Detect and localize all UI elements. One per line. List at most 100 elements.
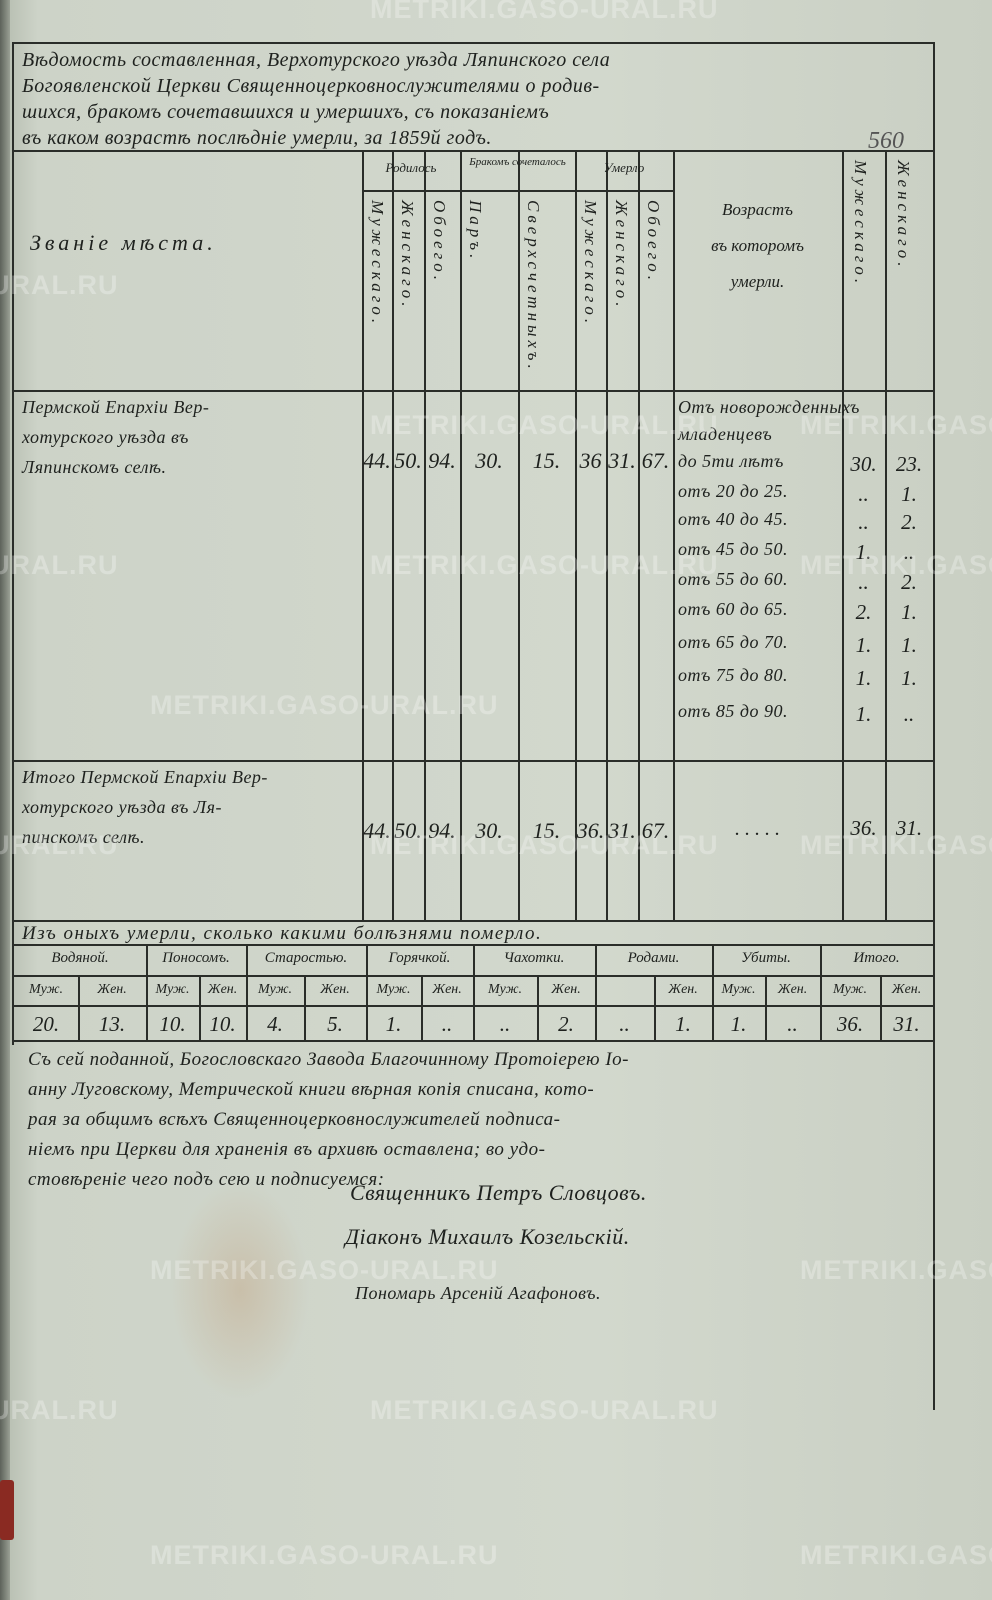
heading-line: въ каком возрастѣ послѣдніе умерли, за 1… bbox=[22, 127, 492, 149]
sub-header: Мужескаго. bbox=[368, 200, 387, 328]
watermark: METRIKI.GASO-URAL.RU bbox=[370, 1395, 719, 1425]
cause-sub-header: Муж. bbox=[376, 982, 411, 997]
cause-value: 31. bbox=[893, 1012, 920, 1036]
watermark: URAL.RU bbox=[0, 270, 119, 300]
rule-line bbox=[654, 975, 656, 1040]
column-header-place: Званіе мѣста. bbox=[30, 230, 217, 255]
age-header: въ которомъ bbox=[711, 236, 804, 255]
watermark: METRIKI.GASO-URAL.RU bbox=[800, 410, 992, 440]
heading-line: Вѣдомость составленная, Верхотурского уѣ… bbox=[22, 49, 611, 71]
rule-line bbox=[12, 760, 935, 762]
watermark: METRIKI.GASO-URAL.RU bbox=[800, 830, 992, 860]
age-male-count: 30. bbox=[850, 452, 877, 476]
rule-line bbox=[12, 42, 935, 44]
group-header-died: Умерло bbox=[603, 160, 645, 175]
cause-value: 10. bbox=[159, 1012, 186, 1036]
age-range-label: отъ 55 до 60. bbox=[678, 569, 788, 589]
closing-text-line: стовѣреніе чего подъ сею и подписуемся: bbox=[28, 1169, 385, 1190]
watermark: METRIKI.GASO-URAL.RU bbox=[150, 1540, 499, 1570]
place-name: Ляпинскомъ селѣ. bbox=[22, 457, 167, 477]
age-range-label: отъ 75 до 80. bbox=[678, 665, 788, 685]
signature: Священникъ Петръ Словцовъ. bbox=[350, 1180, 647, 1205]
group-header-married: Бракомъ сочеталось bbox=[469, 156, 566, 168]
sub-header: Обоего. bbox=[644, 200, 663, 285]
age-range-label: до 5ти лѣтъ bbox=[678, 451, 784, 471]
watermark: METRIKI.GASO-URAL.RU bbox=[150, 690, 499, 720]
cause-sub-header: Жен. bbox=[97, 982, 127, 997]
age-male-count: .. bbox=[858, 482, 869, 506]
sub-header: Мужескаго. bbox=[581, 200, 600, 328]
cause-value: 1. bbox=[385, 1012, 402, 1036]
rule-line bbox=[199, 975, 201, 1040]
total-value: 36. bbox=[576, 818, 605, 843]
cause-value: .. bbox=[619, 1012, 630, 1036]
age-range-label: Отъ новорожденныхъ bbox=[678, 397, 860, 417]
group-header-born: Родилось bbox=[385, 160, 437, 175]
total-female: 31. bbox=[895, 816, 923, 840]
cell-value: 94. bbox=[428, 448, 456, 473]
cell-value: 44. bbox=[363, 448, 391, 473]
cause-value: .. bbox=[499, 1012, 511, 1036]
cause-value: 36. bbox=[836, 1012, 864, 1036]
cause-sub-header: Жен. bbox=[320, 982, 350, 997]
sub-header: Женскаго. bbox=[398, 200, 417, 311]
heading-line: Богоявленской Церкви Священноцерковнослу… bbox=[22, 75, 600, 97]
cause-sub-header: Муж. bbox=[832, 982, 868, 997]
rule-line bbox=[460, 150, 462, 920]
cause-value: 10. bbox=[209, 1012, 236, 1036]
cause-value: 13. bbox=[98, 1012, 126, 1036]
age-female-count: 1. bbox=[901, 633, 917, 657]
cell-value: 30. bbox=[475, 448, 503, 473]
rule-line bbox=[12, 42, 14, 1045]
cause-sub-header: Жен. bbox=[777, 982, 808, 997]
age-female-count: 2. bbox=[901, 570, 917, 594]
watermark: METRIKI.GASO-URAL.RU bbox=[370, 0, 719, 24]
total-place-name: Итого Пермской Епархіи Вер- bbox=[22, 767, 268, 787]
age-female-count: 23. bbox=[895, 452, 923, 476]
total-value: 30. bbox=[475, 818, 503, 843]
cause-group-header: Горячкой. bbox=[388, 950, 451, 966]
total-male: 36. bbox=[850, 816, 877, 840]
age-range-label: отъ 65 до 70. bbox=[678, 632, 788, 652]
watermark: METRIKI.GASO-URAL.RU bbox=[800, 1540, 992, 1570]
age-range-label: отъ 45 до 50. bbox=[678, 539, 788, 559]
rule-line bbox=[12, 150, 935, 152]
cause-sub-header: Муж. bbox=[487, 982, 523, 997]
rule-line bbox=[673, 150, 675, 920]
rule-line bbox=[12, 390, 935, 392]
age-female-count: .. bbox=[903, 702, 915, 726]
age-range-label: младенцевъ bbox=[678, 424, 773, 444]
closing-text-line: рая за общимъ всѣхъ Священноцерковнослуж… bbox=[28, 1109, 561, 1130]
total-value: 67. bbox=[641, 818, 670, 843]
age-male-count: .. bbox=[858, 510, 869, 534]
sub-header: Сверхсчетныхъ. bbox=[524, 200, 543, 373]
cause-group-header: Родами. bbox=[627, 950, 680, 966]
place-name: хотурского уѣзда въ bbox=[22, 427, 189, 447]
cause-value: 1. bbox=[730, 1012, 747, 1036]
cause-group-header: Старостью. bbox=[264, 950, 348, 966]
cause-value: 2. bbox=[558, 1012, 574, 1036]
paper-stain bbox=[170, 1180, 310, 1400]
wax-seal-thread bbox=[0, 1480, 14, 1540]
rule-line bbox=[712, 944, 714, 1040]
cause-group-header: Водяной. bbox=[51, 950, 109, 966]
age-male-count: 2. bbox=[855, 600, 872, 624]
age-male-count: 1. bbox=[855, 633, 872, 657]
rule-line bbox=[595, 944, 597, 1040]
place-name: Пермской Епархіи Вер- bbox=[22, 397, 210, 417]
sub-header: Паръ. bbox=[466, 200, 485, 263]
cause-value: 4. bbox=[267, 1012, 283, 1036]
rule-line bbox=[880, 975, 882, 1040]
age-header: Возрастъ bbox=[722, 200, 793, 219]
rule-line bbox=[366, 944, 368, 1040]
cause-sub-header: Жен. bbox=[891, 982, 922, 997]
age-sex-header: Мужескаго. bbox=[851, 160, 870, 288]
cell-value: 31. bbox=[608, 448, 636, 473]
age-male-count: 1. bbox=[855, 666, 872, 690]
document-page bbox=[8, 0, 992, 1600]
total-value: 44. bbox=[363, 818, 391, 843]
rule-line bbox=[606, 150, 608, 920]
age-male-count: 1. bbox=[855, 540, 872, 564]
rule-line bbox=[304, 975, 306, 1040]
cause-group-header: Итого. bbox=[853, 950, 900, 966]
